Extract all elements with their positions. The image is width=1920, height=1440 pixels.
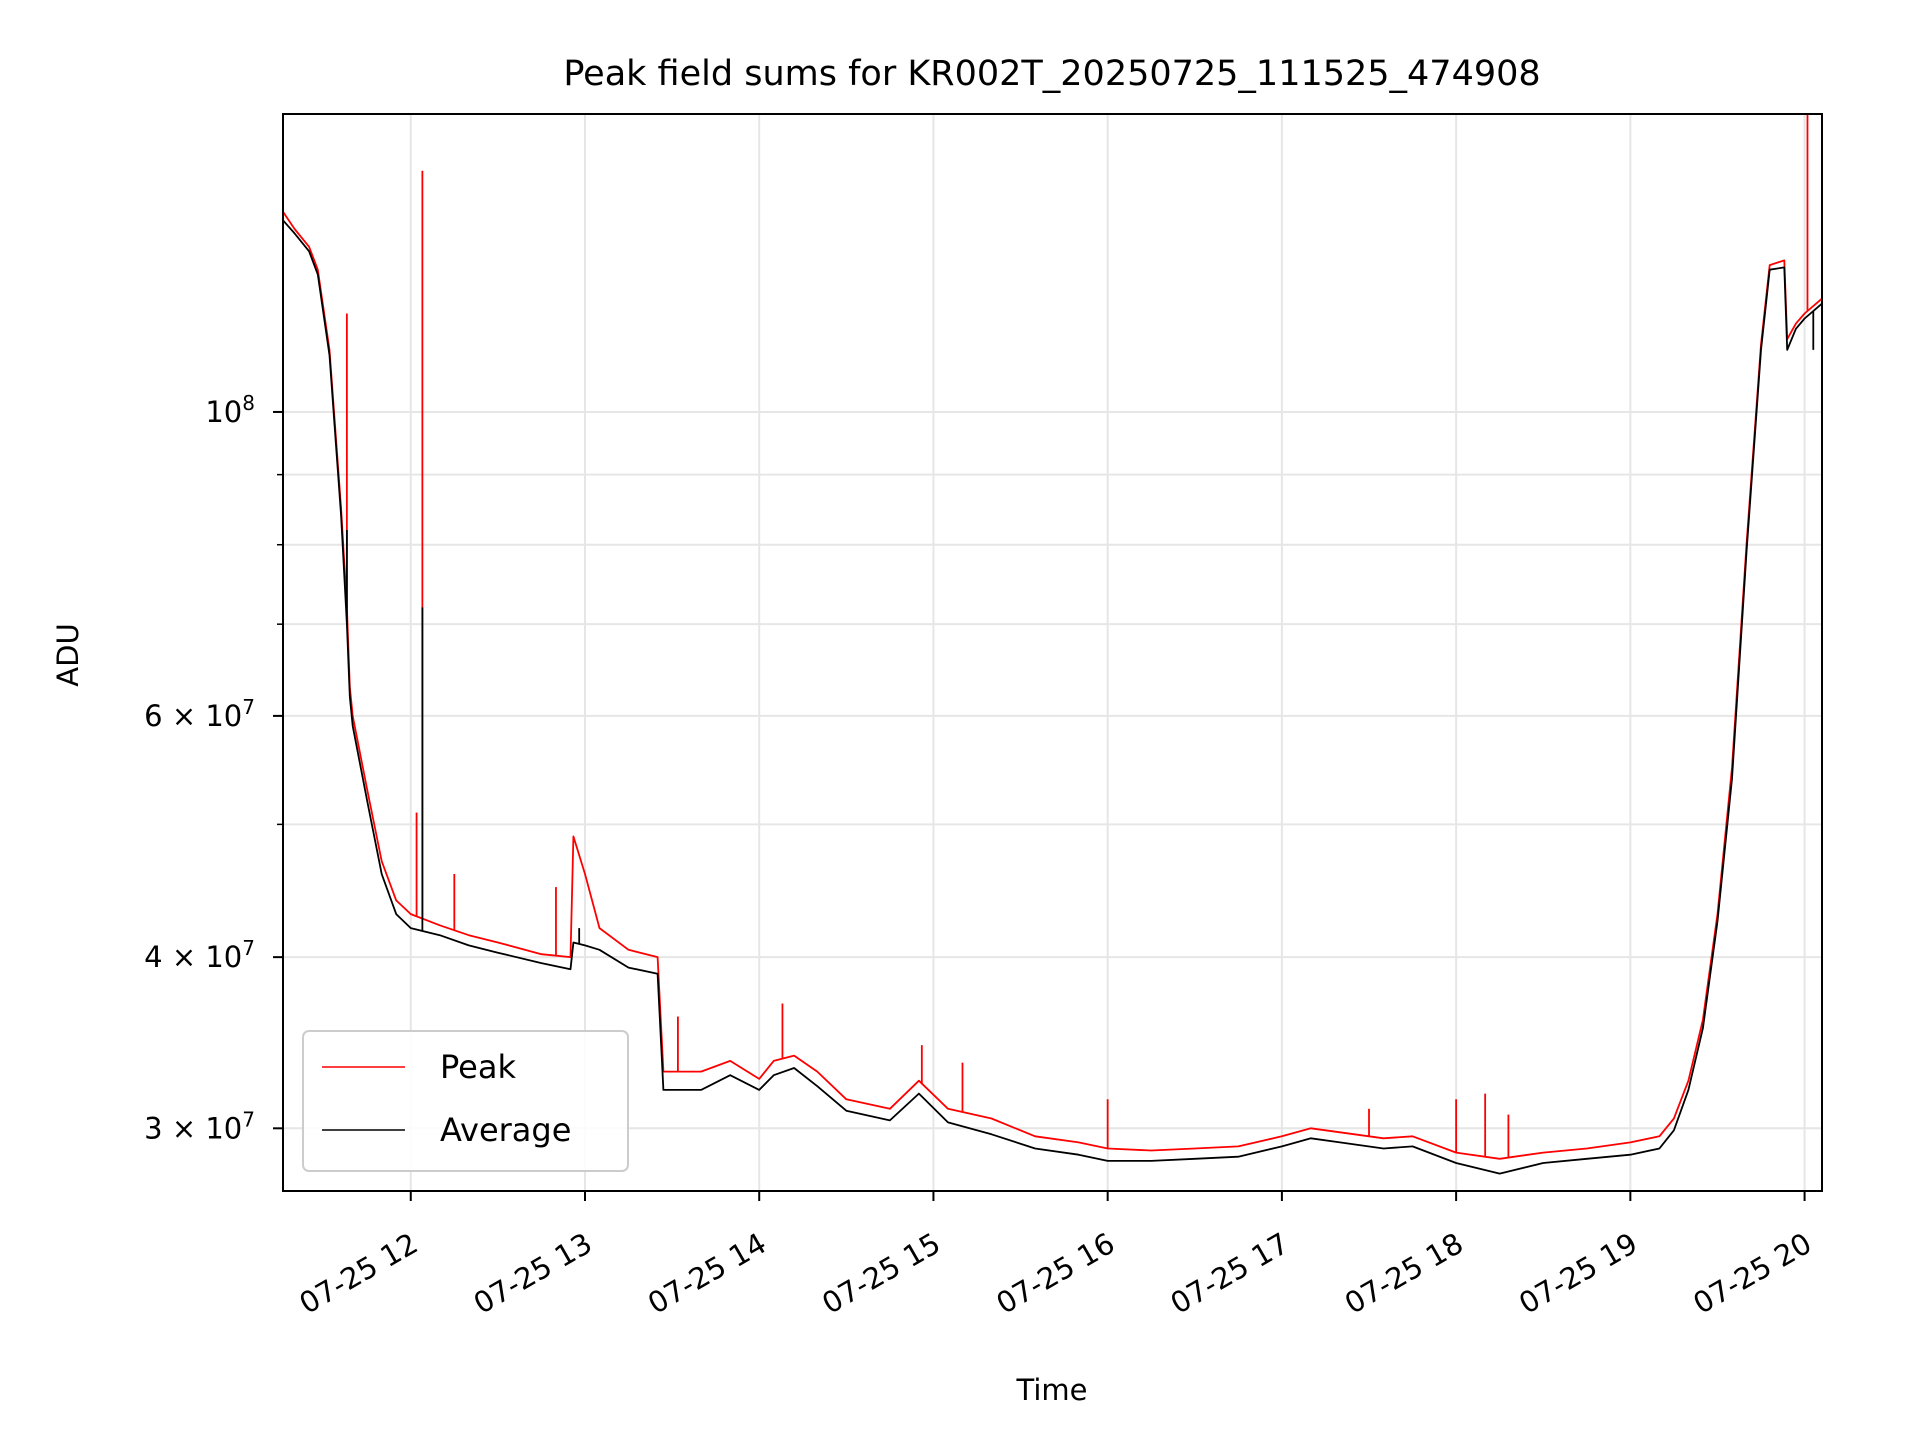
legend-box [302,1030,629,1172]
plot-series [283,114,1822,1175]
plot-area-frame [282,113,1823,1192]
legend-label-average: Average [440,1111,571,1149]
grid-lines [283,114,1822,1191]
y-tick-label: 6 × 107 [144,695,255,733]
series-line-peak [283,211,1822,1160]
legend-label-peak: Peak [440,1048,516,1086]
y-tick-label: 3 × 107 [144,1107,255,1145]
y-tick-label: 4 × 107 [144,936,255,974]
series-line-average [283,219,1822,1175]
chart-title: Peak field sums for KR002T_20250725_1115… [563,54,1540,94]
y-axis-label: ADU [51,623,85,686]
legend: Peak Average [302,1030,629,1172]
x-axis-label: Time [1016,1373,1088,1407]
